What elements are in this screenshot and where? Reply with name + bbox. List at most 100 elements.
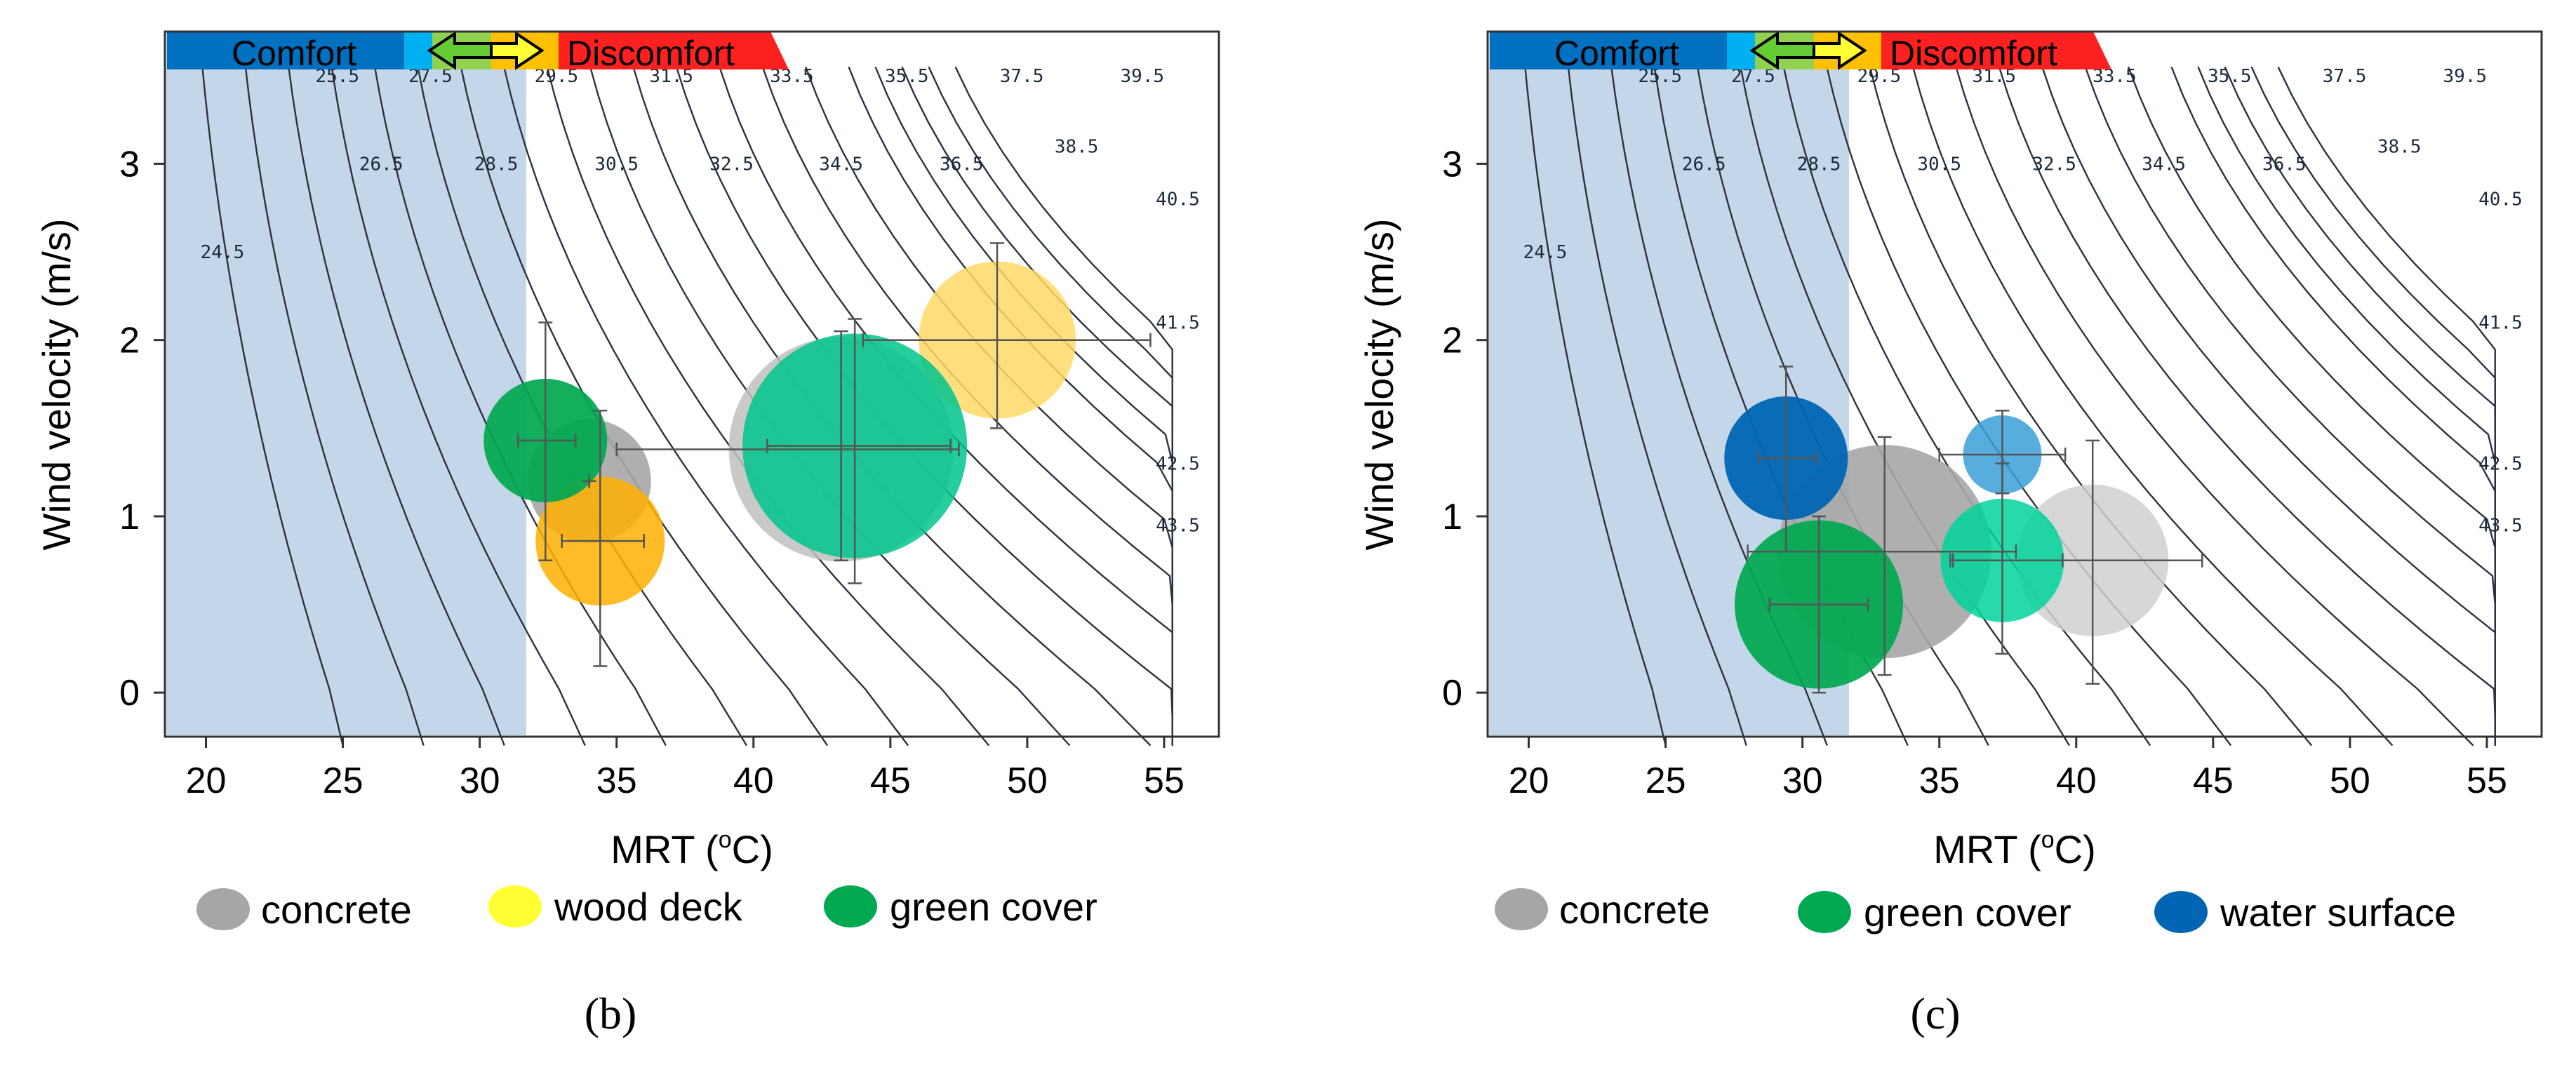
- x-axis-ticks: 20 25 30 35 40 45 50 55: [186, 737, 1184, 801]
- y-axis-ticks: 0 1 2 3: [1442, 144, 1488, 714]
- x-tick-label: 35: [1919, 761, 1960, 801]
- contour-line: [373, 67, 667, 746]
- contour-label: 35.5: [2208, 66, 2252, 87]
- y-tick-label: 3: [119, 144, 140, 185]
- legend-label-concrete: concrete: [261, 887, 412, 932]
- chart-panel-b: 24.525.526.527.528.529.530.531.532.533.5…: [34, 30, 1220, 1038]
- contour-label: 37.5: [2323, 66, 2367, 87]
- x-tick-label: 40: [2056, 761, 2097, 801]
- legend-item-wood-deck: wood deck: [488, 885, 743, 929]
- legend-swatch-wood-deck: [488, 885, 542, 927]
- comfort-bar-blue: [167, 32, 404, 69]
- x-tick-label: 20: [186, 761, 227, 801]
- contour-line: [503, 67, 909, 746]
- legend-item-green-cover: green cover: [1798, 890, 2071, 935]
- legend-label-concrete: concrete: [1559, 887, 1710, 932]
- contour-label: 42.5: [2478, 454, 2523, 475]
- discomfort-label: Discomfort: [1890, 34, 2057, 73]
- contour-line: [288, 67, 505, 746]
- legend-swatch-green-cover: [824, 885, 877, 927]
- contour-label: 43.5: [1156, 516, 1200, 537]
- contour-line: [1869, 66, 2313, 746]
- y-tick-label: 0: [119, 673, 140, 714]
- comfort-bar: Comfort Discomfort: [1490, 31, 2111, 73]
- y-tick-label: 1: [1442, 497, 1462, 537]
- contour-label: 26.5: [1682, 154, 1726, 175]
- x-tick-label: 45: [870, 761, 911, 801]
- discomfort-label: Discomfort: [567, 34, 735, 73]
- contour-label: 40.5: [2478, 189, 2523, 210]
- transition-arrow-head-icon: [1813, 31, 1867, 70]
- contour-label: 40.5: [1156, 189, 1200, 210]
- contour-line: [1567, 67, 1747, 746]
- panel-label: (c): [1910, 989, 1960, 1038]
- contour-label: 35.5: [885, 66, 929, 87]
- contour-line: [1524, 67, 1667, 746]
- panel-label: (b): [585, 989, 637, 1038]
- comfort-label: Comfort: [1554, 34, 1679, 73]
- contour-label: 43.5: [2478, 516, 2523, 537]
- legend: concrete green cover water surface: [1495, 887, 2456, 935]
- contour-line: [244, 67, 425, 746]
- legend-swatch-green-cover: [1798, 891, 1851, 933]
- x-tick-label: 55: [2467, 761, 2507, 801]
- contour-label: 28.5: [474, 154, 519, 175]
- transition-arrow-head-icon: [490, 31, 545, 70]
- contour-label: 26.5: [359, 154, 403, 175]
- contour-label: 24.5: [201, 242, 245, 263]
- contour-label: 39.5: [1120, 66, 1164, 87]
- contour-line: [1911, 66, 2394, 746]
- contour-line: [954, 66, 1173, 746]
- x-tick-label: 20: [1509, 761, 1549, 801]
- contour-line: [1998, 66, 2496, 746]
- legend-swatch-water-surface: [2154, 891, 2208, 933]
- y-tick-label: 2: [119, 321, 140, 361]
- plot-border: [163, 30, 1220, 738]
- contour-label: 38.5: [2377, 136, 2422, 157]
- contour-line: [1740, 67, 2071, 746]
- contour-label: 41.5: [1156, 313, 1200, 334]
- x-tick-label: 30: [1782, 761, 1823, 801]
- legend-item-concrete: concrete: [1495, 887, 1710, 932]
- comfort-bar-red: [1881, 32, 2111, 69]
- contour-line: [1826, 67, 2232, 746]
- legend-swatch-concrete: [1495, 888, 1548, 930]
- legend: concrete wood deck green cover: [196, 885, 1097, 932]
- contour-label: 38.5: [1055, 136, 1099, 157]
- contour-label: 32.5: [709, 154, 754, 175]
- contour-label: 37.5: [1000, 66, 1044, 87]
- contour-line: [2277, 66, 2496, 746]
- legend-label-green-cover: green cover: [890, 885, 1097, 929]
- y-tick-label: 0: [1442, 673, 1462, 714]
- legend-item-water-surface: water surface: [2154, 890, 2456, 935]
- legend-label-water-surface: water surface: [2220, 890, 2456, 935]
- legend-item-concrete: concrete: [196, 887, 412, 932]
- contour-line: [331, 67, 586, 746]
- y-axis-title: Wind velocity (m/s): [34, 219, 79, 551]
- contour-label: 39.5: [2443, 66, 2487, 87]
- contour-line: [201, 67, 344, 746]
- y-axis-ticks: 0 1 2 3: [119, 144, 165, 714]
- x-tick-label: 40: [733, 761, 774, 801]
- contour-label: 30.5: [594, 154, 639, 175]
- y-tick-label: 1: [119, 497, 140, 537]
- x-tick-label: 35: [596, 761, 637, 801]
- legend-label-wood-deck: wood deck: [554, 885, 743, 929]
- chart-panel-c: 24.525.526.527.528.529.530.531.532.533.5…: [1357, 30, 2543, 1038]
- comfort-zone: [166, 33, 526, 735]
- comfort-bar: Comfort Discomfort: [167, 31, 789, 73]
- contour-label: 42.5: [1156, 454, 1200, 475]
- comfort-bar-blue: [1490, 32, 1727, 69]
- legend-item-green-cover: green cover: [824, 885, 1097, 929]
- contour-line: [546, 66, 990, 746]
- x-tick-label: 25: [323, 761, 363, 801]
- x-axis-title: MRT (oC): [610, 826, 773, 871]
- x-axis-ticks: 20 25 30 35 40 45 50 55: [1509, 737, 2507, 801]
- contour-label: 36.5: [940, 154, 984, 175]
- legend-swatch-concrete: [196, 888, 250, 930]
- x-tick-label: 50: [2330, 761, 2370, 801]
- contour-label: 24.5: [1523, 242, 1568, 263]
- x-tick-label: 30: [460, 761, 500, 801]
- contour-label: 30.5: [1917, 154, 1961, 175]
